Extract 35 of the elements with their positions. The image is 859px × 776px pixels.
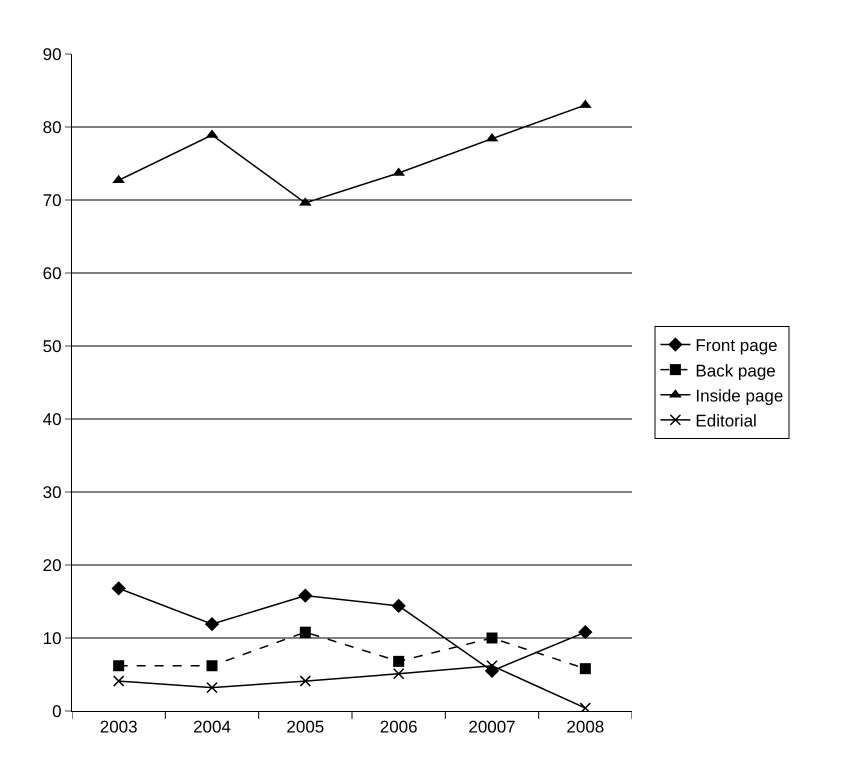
point [206, 660, 218, 672]
y-tick-label: 40 [42, 410, 62, 429]
point [392, 668, 404, 680]
y-tick-label: 50 [42, 336, 62, 356]
point [113, 660, 124, 672]
point [300, 675, 312, 687]
x-tick-label: 2008 [566, 717, 604, 736]
point [580, 663, 591, 674]
point [300, 626, 311, 638]
point [206, 682, 218, 694]
y-tick-label: 0 [52, 702, 62, 721]
point [298, 588, 312, 603]
y-tick-label: 90 [42, 44, 62, 64]
point [112, 675, 124, 687]
x-tick-label: 2003 [100, 717, 138, 736]
y-tick-label: 80 [42, 118, 62, 137]
x-tick-label: 20007 [468, 717, 516, 736]
legend-label: Editorial [695, 411, 757, 430]
point [486, 632, 498, 644]
point [393, 656, 404, 667]
y-tick-label: 70 [42, 190, 62, 210]
y-tick-label: 20 [42, 556, 62, 575]
legend-label: Front page [695, 336, 778, 356]
point [578, 625, 592, 640]
y-tick-label: 60 [42, 264, 62, 283]
point [392, 598, 406, 614]
legend-label: Inside page [695, 386, 784, 406]
x-tick-label: 2004 [193, 717, 231, 736]
point [112, 581, 126, 596]
point [204, 616, 220, 632]
y-tick-label: 30 [42, 482, 62, 502]
y-tick-label: 10 [42, 628, 62, 648]
x-tick-label: 2005 [286, 717, 324, 736]
legend-label: Back page [695, 361, 776, 380]
x-tick-label: 2006 [380, 717, 418, 736]
